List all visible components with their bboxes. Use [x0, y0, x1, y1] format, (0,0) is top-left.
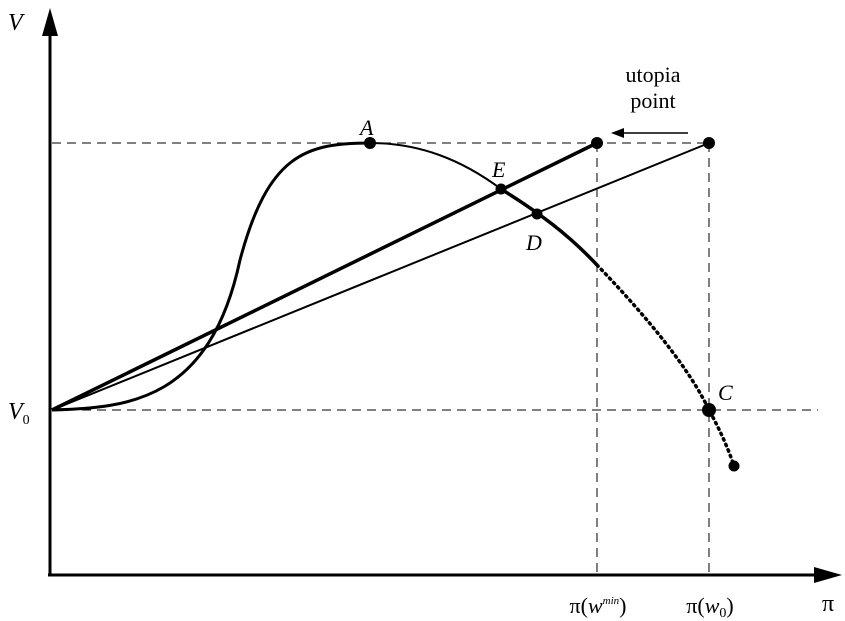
- utopia-label-line1: utopia: [626, 62, 681, 87]
- tick-wmin-var: w: [588, 593, 603, 618]
- point-c-label: C: [718, 380, 733, 405]
- utopia-arrowhead: [611, 128, 624, 138]
- point-c-marker: [702, 403, 716, 417]
- point-d-marker: [531, 208, 543, 220]
- curve-dotted-extension: [595, 263, 736, 468]
- tick-w0-close: ): [726, 593, 733, 618]
- point-d-label: D: [525, 230, 542, 255]
- tick-w0-prefix: π(: [686, 593, 704, 618]
- tick-wmin-prefix: π(: [570, 593, 588, 618]
- curve-rising-segment: [51, 141, 371, 412]
- tick-w0-var: w: [705, 593, 720, 618]
- curve-falling-segment: [500, 187, 599, 267]
- ray-to-w0-utopia: [51, 142, 710, 411]
- point-a-marker: [364, 137, 376, 149]
- tick-wmin-close: ): [619, 593, 626, 618]
- utopia-label-line2: point: [630, 88, 675, 113]
- curve-end-marker: [728, 460, 740, 472]
- dashed-guides: [52, 142, 818, 575]
- v0-label-main: V: [8, 399, 25, 425]
- point-a-label: A: [358, 115, 374, 140]
- x-axis-arrowhead: [814, 567, 842, 583]
- y-axis-label: V: [8, 10, 25, 36]
- curve-peak-segment: [369, 142, 502, 190]
- x-axis-label: π: [822, 591, 834, 617]
- v0-label-subscript: 0: [23, 413, 30, 428]
- y-axis-arrowhead: [42, 8, 58, 36]
- tick-label-wmin: π(wmin): [570, 593, 627, 618]
- tick-wmin-sup: min: [603, 595, 620, 607]
- point-wmin-utopia-marker: [591, 137, 603, 149]
- point-e-label: E: [491, 157, 506, 182]
- point-w0-utopia-marker: [703, 137, 715, 149]
- v0-label: V0: [8, 399, 30, 428]
- point-e-marker: [495, 183, 507, 195]
- tick-label-w0: π(w0): [686, 593, 733, 621]
- tick-w0-sub: 0: [719, 606, 726, 621]
- ray-to-wmin-utopia: [51, 141, 598, 412]
